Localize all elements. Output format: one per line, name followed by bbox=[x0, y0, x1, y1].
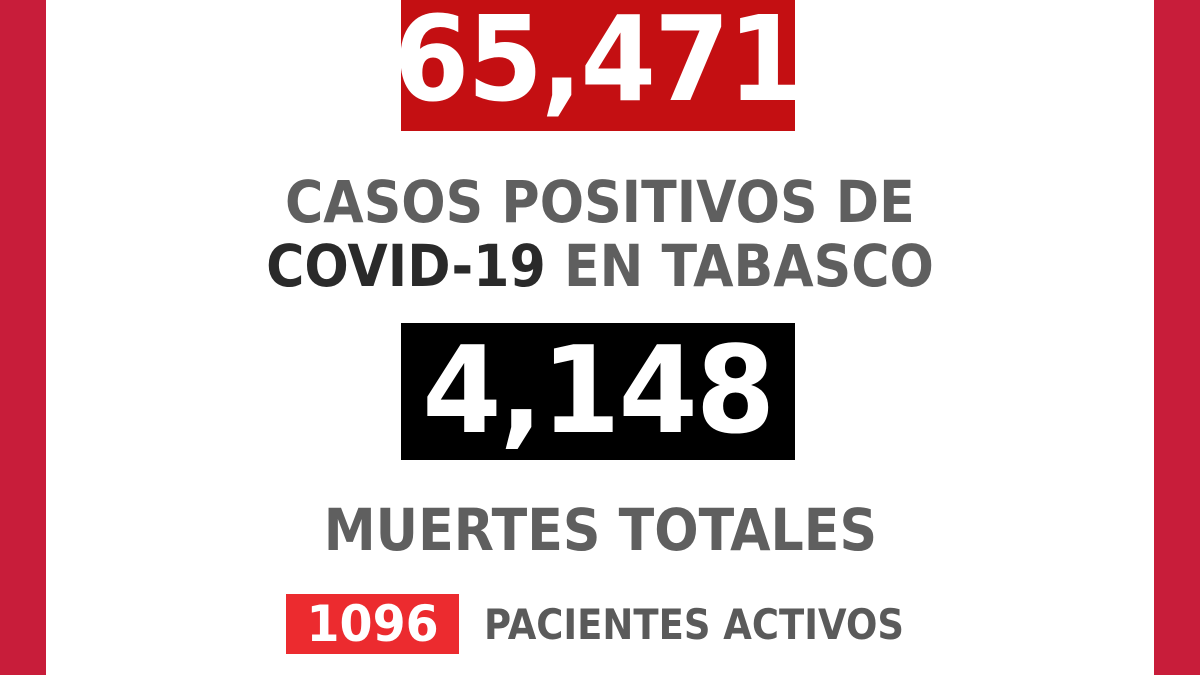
deaths-label-text: MUERTES TOTALES bbox=[323, 496, 877, 564]
active-label: PACIENTES ACTIVOS bbox=[484, 600, 904, 649]
cases-count-box: 65,471 bbox=[394, 0, 804, 131]
left-red-border bbox=[0, 0, 46, 675]
active-count: 1096 bbox=[306, 595, 439, 653]
active-count-box: 1096 bbox=[286, 594, 459, 654]
cases-count: 65,471 bbox=[394, 0, 804, 128]
covid-label: COVID-19 bbox=[266, 232, 546, 300]
cases-label-line1: CASOS POSITIVOS DE bbox=[0, 168, 1200, 236]
cases-label-line1-text: CASOS POSITIVOS DE bbox=[285, 168, 915, 236]
deaths-count: 4,148 bbox=[422, 321, 775, 461]
deaths-count-box: 4,148 bbox=[401, 323, 795, 460]
tabasco-label: EN TABASCO bbox=[545, 232, 934, 300]
deaths-label: MUERTES TOTALES bbox=[0, 496, 1200, 564]
cases-label-line2: COVID-19 EN TABASCO bbox=[0, 232, 1200, 300]
right-red-border bbox=[1154, 0, 1200, 675]
